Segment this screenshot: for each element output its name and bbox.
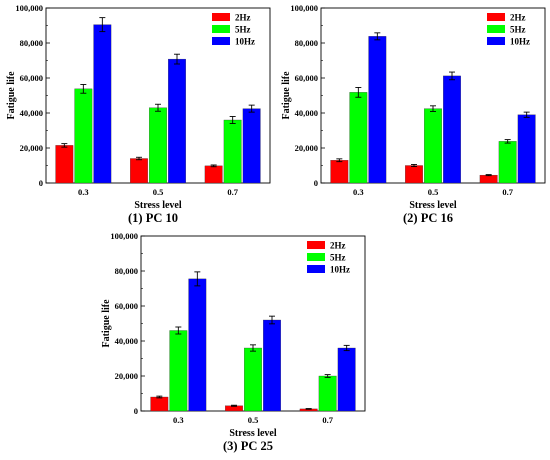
legend-label-2hz: 2Hz: [510, 13, 526, 23]
legend-label-2hz: 2Hz: [330, 241, 346, 251]
x-tick-label: 0.3: [78, 187, 89, 197]
y-tick-label: 100,000: [290, 3, 318, 13]
chart-1: 0 20,000 40,000 60,000 80,000 100,000 Fatigue …: [6, 3, 271, 225]
legend: 2Hz 5Hz 10Hz: [212, 13, 255, 47]
y-tick-label: 60,000: [20, 73, 43, 83]
y-tick-label: 80,000: [115, 266, 138, 276]
legend-swatch-5hz: [307, 253, 325, 261]
legend-swatch-2hz: [307, 241, 325, 249]
bar-5hz-0.5: [424, 108, 442, 184]
legend-label-10hz: 10Hz: [330, 265, 350, 275]
legend-swatch-10hz: [487, 37, 505, 45]
chart-2: 0 20,000 40,000 60,000 80,000 100,000 Fatigue …: [281, 3, 546, 225]
bar-2hz-0.3: [150, 396, 169, 412]
bar-5hz-0.5: [149, 107, 167, 184]
y-tick-label: 40,000: [295, 108, 318, 118]
y-tick-label: 0: [314, 178, 318, 188]
legend-label-5hz: 5Hz: [510, 25, 526, 35]
bar-5hz-0.7: [498, 141, 517, 184]
y-tick-label: 40,000: [20, 108, 43, 118]
legend-swatch-5hz: [212, 25, 230, 33]
bar-2hz-0.5: [405, 165, 423, 184]
bar-2hz-0.5: [130, 158, 148, 184]
x-tick-label: 0.3: [173, 415, 184, 425]
chart-caption: (2) PC 16: [403, 211, 453, 225]
legend: 2Hz 5Hz 10Hz: [307, 241, 350, 275]
bar-5hz-0.3: [349, 92, 368, 184]
bar-10hz-0.7: [517, 114, 536, 184]
y-tick-label: 20,000: [115, 371, 138, 381]
y-tick-label: 0: [39, 178, 43, 188]
legend-swatch-5hz: [487, 25, 505, 33]
x-tick-label: 0.7: [322, 415, 333, 425]
x-tick-label: 0.7: [227, 187, 238, 197]
bar-10hz-0.7: [242, 108, 261, 184]
x-tick-label: 0.5: [153, 187, 164, 197]
bar-5hz-0.3: [169, 330, 188, 412]
legend-swatch-10hz: [307, 265, 325, 273]
bar-10hz-0.3: [188, 278, 207, 412]
bar-10hz-0.5: [443, 75, 461, 184]
chart-caption: (1) PC 10: [128, 211, 178, 225]
y-tick-label: 100,000: [110, 231, 138, 241]
y-axis-label: Fatigue life: [101, 299, 112, 348]
x-axis-label: Stress level: [409, 200, 457, 211]
x-tick-label: 0.7: [502, 187, 513, 197]
y-tick-label: 80,000: [20, 38, 43, 48]
legend-swatch-2hz: [212, 13, 230, 21]
x-axis-label: Stress level: [229, 428, 277, 439]
y-tick-label: 20,000: [295, 143, 318, 153]
legend-label-10hz: 10Hz: [510, 37, 530, 47]
bar-10hz-0.5: [263, 319, 281, 412]
y-tick-label: 0: [134, 406, 138, 416]
legend-swatch-10hz: [212, 37, 230, 45]
bar-2hz-0.3: [55, 145, 74, 184]
bar-10hz-0.3: [93, 24, 112, 184]
chart-3: 0 20,000 40,000 60,000 80,000 100,000 Fatigue …: [101, 231, 366, 453]
bar-10hz-0.7: [337, 347, 356, 412]
legend-label-5hz: 5Hz: [330, 253, 346, 263]
y-axis-label: Fatigue life: [6, 71, 17, 120]
x-tick-label: 0.5: [428, 187, 439, 197]
bar-5hz-0.7: [318, 375, 337, 412]
y-tick-label: 100,000: [15, 3, 43, 13]
chart-caption: (3) PC 25: [223, 439, 273, 453]
x-tick-label: 0.3: [353, 187, 364, 197]
x-axis-label: Stress level: [134, 200, 182, 211]
bar-2hz-0.7: [204, 165, 223, 184]
bar-5hz-0.7: [223, 119, 242, 184]
legend-label-5hz: 5Hz: [235, 25, 251, 35]
bar-5hz-0.5: [244, 347, 262, 412]
legend-label-2hz: 2Hz: [235, 13, 251, 23]
y-tick-label: 60,000: [295, 73, 318, 83]
legend: 2Hz 5Hz 10Hz: [487, 13, 530, 47]
bar-10hz-0.5: [168, 58, 186, 184]
bar-2hz-0.3: [330, 160, 349, 184]
y-tick-label: 40,000: [115, 336, 138, 346]
bar-5hz-0.3: [74, 88, 93, 184]
legend-swatch-2hz: [487, 13, 505, 21]
y-axis-label: Fatigue life: [281, 71, 292, 120]
bar-2hz-0.7: [479, 174, 498, 184]
bar-10hz-0.3: [368, 36, 387, 184]
legend-label-10hz: 10Hz: [235, 37, 255, 47]
y-tick-label: 60,000: [115, 301, 138, 311]
y-tick-label: 80,000: [295, 38, 318, 48]
x-tick-label: 0.5: [248, 415, 259, 425]
y-tick-label: 20,000: [20, 143, 43, 153]
